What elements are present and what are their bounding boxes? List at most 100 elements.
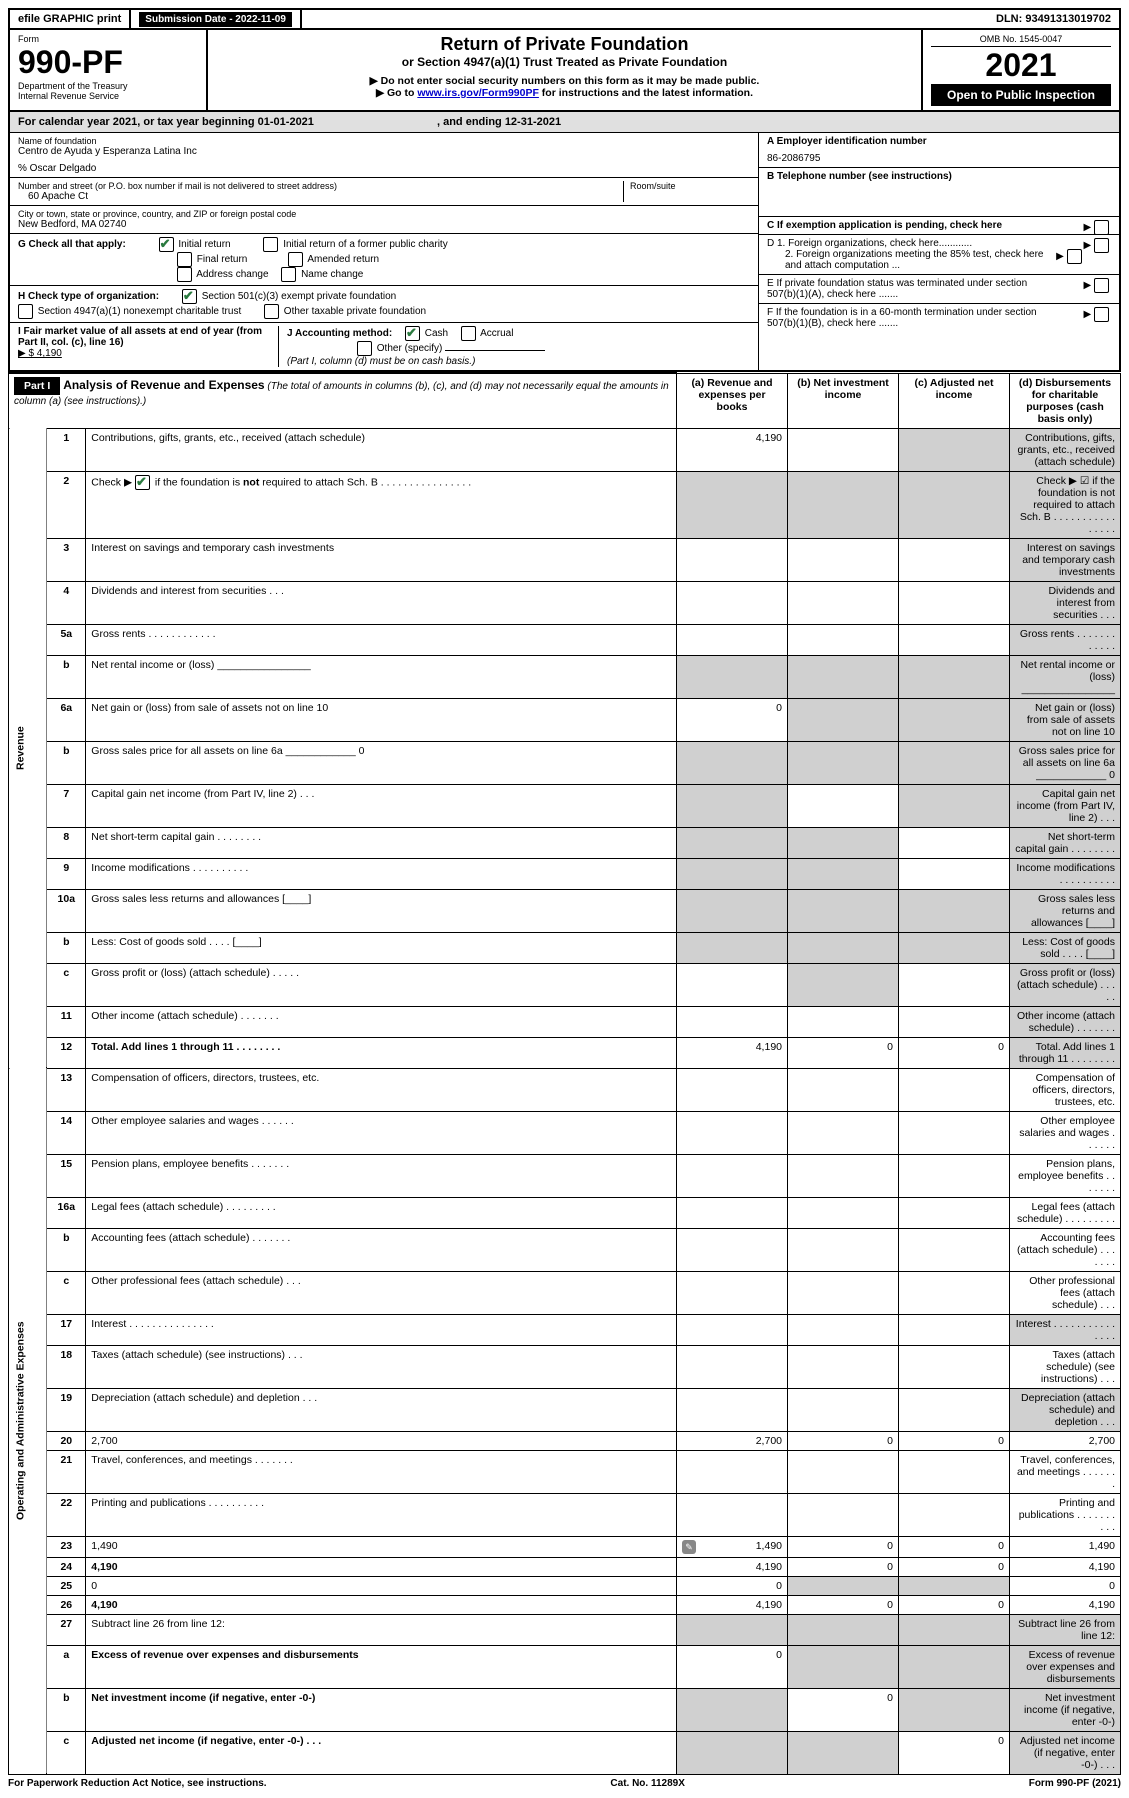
c-checkbox[interactable] [1094, 220, 1109, 235]
amount-cell: ✎1,490 [677, 1536, 788, 1557]
line-number: a [47, 1645, 86, 1688]
col-c-header: (c) Adjusted net income [899, 373, 1010, 428]
line-number: 11 [47, 1006, 86, 1037]
line-description: Subtract line 26 from line 12: [86, 1614, 677, 1645]
line-number: c [47, 1731, 86, 1774]
page-footer: For Paperwork Reduction Act Notice, see … [8, 1775, 1121, 1789]
amount-cell [899, 784, 1010, 827]
initial-former-checkbox[interactable] [263, 237, 278, 252]
name-change-checkbox[interactable] [281, 267, 296, 282]
d1-checkbox[interactable] [1094, 238, 1109, 253]
amount-cell [677, 471, 788, 538]
f-row: F If the foundation is in a 60-month ter… [759, 304, 1119, 332]
line-description: 2,700 [86, 1431, 677, 1450]
line-description: 0 [86, 1576, 677, 1595]
line-description: Dividends and interest from securities .… [86, 581, 677, 624]
omb-number: OMB No. 1545-0047 [931, 34, 1111, 47]
amount-cell [677, 538, 788, 581]
amount-cell [899, 428, 1010, 471]
f-checkbox[interactable] [1094, 307, 1109, 322]
table-row: cAdjusted net income (if negative, enter… [9, 1731, 1121, 1774]
d-row: D 1. Foreign organizations, check here..… [759, 235, 1119, 275]
table-row: 16aLegal fees (attach schedule) . . . . … [9, 1197, 1121, 1228]
amount-cell: Capital gain net income (from Part IV, l… [1010, 784, 1121, 827]
i-j-row: I Fair market value of all assets at end… [10, 323, 758, 370]
amount-cell [899, 1111, 1010, 1154]
amount-cell: 0 [1010, 1576, 1121, 1595]
amount-cell [899, 1493, 1010, 1536]
address-change-checkbox[interactable] [177, 267, 192, 282]
amount-cell: Excess of revenue over expenses and disb… [1010, 1645, 1121, 1688]
4947a1-checkbox[interactable] [18, 304, 33, 319]
line-description: Adjusted net income (if negative, enter … [86, 1731, 677, 1774]
col-d-header: (d) Disbursements for charitable purpose… [1010, 373, 1121, 428]
amount-cell: 0 [788, 1688, 899, 1731]
amount-cell: Net investment income (if negative, ente… [1010, 1688, 1121, 1731]
amount-cell [899, 1271, 1010, 1314]
amount-cell: 1,490 [1010, 1536, 1121, 1557]
amount-cell [899, 963, 1010, 1006]
amount-cell: 0 [899, 1731, 1010, 1774]
table-row: bNet investment income (if negative, ent… [9, 1688, 1121, 1731]
amount-cell: Other income (attach schedule) . . . . .… [1010, 1006, 1121, 1037]
final-return-checkbox[interactable] [177, 252, 192, 267]
amount-cell: Net short-term capital gain . . . . . . … [1010, 827, 1121, 858]
amount-cell: Net rental income or (loss) ____________… [1010, 655, 1121, 698]
table-row: 7Capital gain net income (from Part IV, … [9, 784, 1121, 827]
amount-cell: 0 [899, 1431, 1010, 1450]
initial-return-checkbox[interactable] [159, 237, 174, 252]
amount-cell: 0 [899, 1595, 1010, 1614]
calendar-year-row: For calendar year 2021, or tax year begi… [10, 112, 1119, 133]
line-number: c [47, 963, 86, 1006]
amount-cell [899, 932, 1010, 963]
amount-cell [677, 1314, 788, 1345]
table-row: cGross profit or (loss) (attach schedule… [9, 963, 1121, 1006]
amount-cell [788, 1576, 899, 1595]
amount-cell [677, 581, 788, 624]
line-number: 8 [47, 827, 86, 858]
amount-cell [677, 741, 788, 784]
amount-cell [788, 1068, 899, 1111]
table-row: 18Taxes (attach schedule) (see instructi… [9, 1345, 1121, 1388]
amount-cell: Gross sales less returns and allowances … [1010, 889, 1121, 932]
form-number: 990-PF [18, 44, 198, 81]
amended-return-checkbox[interactable] [288, 252, 303, 267]
other-taxable-checkbox[interactable] [264, 304, 279, 319]
amount-cell [788, 1154, 899, 1197]
open-to-public: Open to Public Inspection [931, 84, 1111, 106]
line-description: Compensation of officers, directors, tru… [86, 1068, 677, 1111]
attachment-icon[interactable]: ✎ [682, 1540, 696, 1554]
amount-cell: 0 [677, 1645, 788, 1688]
line-description: 4,190 [86, 1595, 677, 1614]
other-method-checkbox[interactable] [357, 341, 372, 356]
amount-cell: Taxes (attach schedule) (see instruction… [1010, 1345, 1121, 1388]
line-number: 9 [47, 858, 86, 889]
line-description: Net rental income or (loss) ____________… [86, 655, 677, 698]
e-checkbox[interactable] [1094, 278, 1109, 293]
amount-cell: 4,190 [677, 1595, 788, 1614]
tax-year: 2021 [931, 47, 1111, 84]
entity-info: Name of foundation Centro de Ayuda y Esp… [10, 133, 1119, 370]
form990pf-link[interactable]: www.irs.gov/Form990PF [417, 87, 539, 99]
accrual-checkbox[interactable] [461, 326, 476, 341]
line-number: 3 [47, 538, 86, 581]
amount-cell: Contributions, gifts, grants, etc., rece… [1010, 428, 1121, 471]
amount-cell [788, 1197, 899, 1228]
d2-checkbox[interactable] [1067, 249, 1082, 264]
cash-checkbox[interactable] [405, 326, 420, 341]
501c3-checkbox[interactable] [182, 289, 197, 304]
line-description: Legal fees (attach schedule) . . . . . .… [86, 1197, 677, 1228]
amount-cell: Total. Add lines 1 through 11 . . . . . … [1010, 1037, 1121, 1068]
table-row: 6aNet gain or (loss) from sale of assets… [9, 698, 1121, 741]
table-row: bLess: Cost of goods sold . . . . [____]… [9, 932, 1121, 963]
table-row: bAccounting fees (attach schedule) . . .… [9, 1228, 1121, 1271]
amount-cell [788, 581, 899, 624]
amount-cell [677, 1614, 788, 1645]
line-number: 26 [47, 1595, 86, 1614]
line-number: b [47, 655, 86, 698]
submission-date: Submission Date - 2022-11-09 [131, 10, 302, 28]
amount-cell [677, 889, 788, 932]
table-row: 25000 [9, 1576, 1121, 1595]
amount-cell [788, 698, 899, 741]
line-number: 19 [47, 1388, 86, 1431]
